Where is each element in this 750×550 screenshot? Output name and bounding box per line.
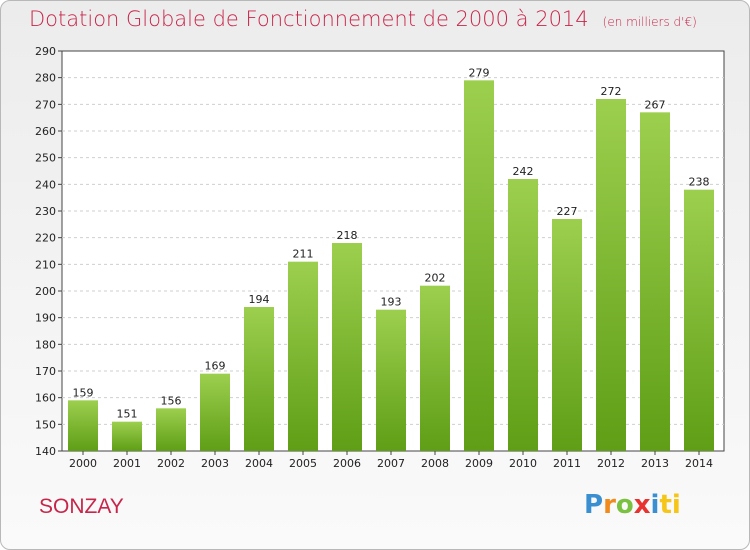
x-tick-label: 2006 [333, 457, 361, 470]
x-tick-label: 2003 [201, 457, 229, 470]
y-tick-label: 250 [35, 152, 56, 165]
logo-letter: i [650, 490, 660, 520]
data-label: 159 [73, 386, 94, 399]
data-label: 267 [645, 98, 666, 111]
bar [112, 421, 142, 451]
logo-letter: P [584, 490, 604, 520]
data-label: 227 [557, 205, 578, 218]
x-tick-label: 2005 [289, 457, 317, 470]
logo-letter: x [633, 490, 651, 520]
data-label: 151 [117, 408, 138, 421]
bar [464, 80, 494, 451]
x-tick-label: 2011 [553, 457, 581, 470]
x-tick-label: 2013 [641, 457, 669, 470]
data-label: 272 [601, 85, 622, 98]
data-label: 279 [469, 66, 490, 79]
bar [684, 189, 714, 451]
bar [244, 307, 274, 451]
x-tick-label: 2014 [685, 457, 713, 470]
chart-title-text: Dotation Globale de Fonctionnement de 20… [29, 7, 589, 31]
y-tick-label: 220 [35, 232, 56, 245]
logo-letter: ti [659, 490, 681, 520]
data-label: 156 [161, 394, 182, 407]
x-tick-label: 2001 [113, 457, 141, 470]
x-tick-label: 2010 [509, 457, 537, 470]
bar [640, 112, 670, 451]
x-tick-label: 2012 [597, 457, 625, 470]
bar [508, 179, 538, 451]
data-labels: 159 151 156 169 194 211 218 193 202 279 242 227 272 2… [73, 66, 710, 420]
chart-title: Dotation Globale de Fonctionnement de 20… [29, 7, 697, 31]
y-tick-label: 170 [35, 365, 56, 378]
bar [156, 408, 186, 451]
y-tick-label: 260 [35, 125, 56, 138]
y-tick-label: 290 [35, 45, 56, 58]
x-tick-label: 2002 [157, 457, 185, 470]
data-label: 202 [425, 272, 446, 285]
bar [552, 219, 582, 451]
data-label: 238 [689, 176, 710, 189]
x-axis-ticks: 2000 2001 2002 2003 2004 2005 2006 2007 2008 2009… [69, 451, 713, 470]
data-label: 211 [293, 248, 314, 261]
y-tick-label: 180 [35, 338, 56, 351]
bar [376, 309, 406, 451]
proxiti-logo: Proxiti [584, 490, 681, 520]
bar [200, 373, 230, 451]
data-label: 169 [205, 360, 226, 373]
bar [420, 285, 450, 451]
y-tick-label: 210 [35, 258, 56, 271]
y-tick-label: 230 [35, 205, 56, 218]
data-label: 194 [249, 293, 270, 306]
y-tick-label: 240 [35, 178, 56, 191]
y-axis-ticks: 140 150 160 170 180 190 200 210 220 230 240 250 260 2… [35, 45, 62, 458]
bar [596, 99, 626, 451]
bar [68, 400, 98, 451]
bars [68, 80, 714, 451]
commune-name: SONZAY [39, 495, 124, 518]
x-tick-label: 2004 [245, 457, 273, 470]
y-tick-label: 190 [35, 312, 56, 325]
y-tick-label: 200 [35, 285, 56, 298]
bar [332, 243, 362, 451]
x-tick-label: 2000 [69, 457, 97, 470]
y-tick-label: 160 [35, 392, 56, 405]
x-tick-label: 2009 [465, 457, 493, 470]
data-label: 242 [513, 165, 534, 178]
chart-subtitle: (en milliers d'€) [602, 15, 697, 29]
data-label: 193 [381, 296, 402, 309]
logo-letter: o [615, 490, 634, 520]
y-tick-label: 140 [35, 445, 56, 458]
logo-letter: r [603, 490, 616, 520]
x-tick-label: 2007 [377, 457, 405, 470]
y-tick-label: 150 [35, 418, 56, 431]
y-tick-label: 270 [35, 98, 56, 111]
bar [288, 261, 318, 451]
x-tick-label: 2008 [421, 457, 449, 470]
y-tick-label: 280 [35, 72, 56, 85]
data-label: 218 [337, 229, 358, 242]
